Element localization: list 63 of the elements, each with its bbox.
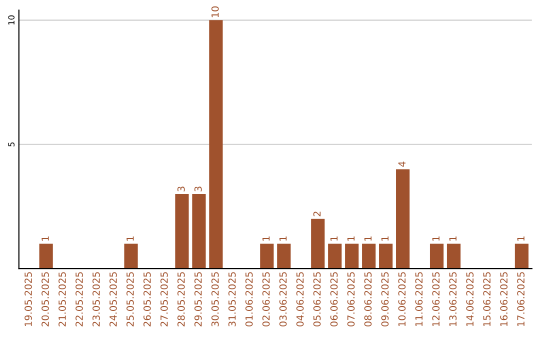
bar [328,244,342,269]
data-label: 3 [177,186,185,192]
data-label: 1 [432,236,440,241]
data-label: 1 [347,236,355,241]
data-label: 10 [211,6,219,18]
data-label: 1 [126,236,134,241]
x-tick-label: 14.06.2025 [466,272,474,326]
data-label: 3 [194,186,202,192]
x-tick-label: 31.05.2025 [228,272,236,326]
bar [446,244,461,269]
x-tick-label: 17.06.2025 [517,272,525,326]
bar [514,244,529,269]
x-tick-label: 03.06.2025 [279,272,287,326]
x-tick-label: 12.06.2025 [432,272,440,326]
bar [260,244,274,269]
x-tick-label: 29.05.2025 [194,272,202,326]
x-tick-label: 13.06.2025 [449,272,457,326]
x-tick-label: 04.06.2025 [296,272,304,326]
x-tick-label: 30.05.2025 [211,272,219,326]
x-tick-label: 06.06.2025 [330,272,338,326]
bar [209,20,223,269]
data-label: 1 [381,236,388,241]
x-tick-label: 11.06.2025 [415,272,423,326]
y-tick-label: 5 [8,142,15,146]
x-tick-label: 01.06.2025 [245,272,253,326]
bar [311,218,325,269]
x-tick-label: 19.05.2025 [24,272,32,326]
x-tick-label: 02.06.2025 [262,272,270,326]
x-tick-label: 25.05.2025 [126,272,134,326]
data-label: 1 [262,236,270,241]
data-label: 1 [330,236,338,241]
x-tick-label: 10.06.2025 [398,272,406,326]
x-tick-label: 22.05.2025 [76,272,83,326]
x-tick-label: 05.06.2025 [313,272,321,326]
data-label: 2 [313,212,321,216]
x-tick-label: 23.05.2025 [92,272,100,326]
data-label: 1 [279,236,287,241]
x-tick-label: 20.05.2025 [42,272,49,326]
x-tick-label: 27.05.2025 [160,272,168,326]
x-tick-label: 09.06.2025 [381,272,389,326]
bar [175,194,189,269]
bar [277,244,291,269]
x-tick-label: 08.06.2025 [364,272,372,326]
data-label: 1 [449,236,456,241]
data-label: 1 [364,236,372,241]
x-tick-label: 16.06.2025 [500,272,508,326]
data-label: 4 [398,162,406,167]
x-tick-label: 28.05.2025 [177,272,185,326]
data-label: 1 [517,236,524,241]
x-tick-label: 21.05.2025 [58,272,66,326]
data-label: 1 [42,236,49,241]
bar [124,244,138,269]
x-tick-label: 15.06.2025 [483,272,491,326]
bar [192,194,206,269]
bar [430,244,444,269]
bar [362,244,376,269]
x-tick-label: 07.06.2025 [347,272,355,326]
bar [396,169,410,269]
bar [345,244,359,269]
bar [39,244,53,269]
bar [379,244,393,269]
x-tick-label: 24.05.2025 [109,272,117,326]
x-tick-label: 26.05.2025 [143,272,151,326]
